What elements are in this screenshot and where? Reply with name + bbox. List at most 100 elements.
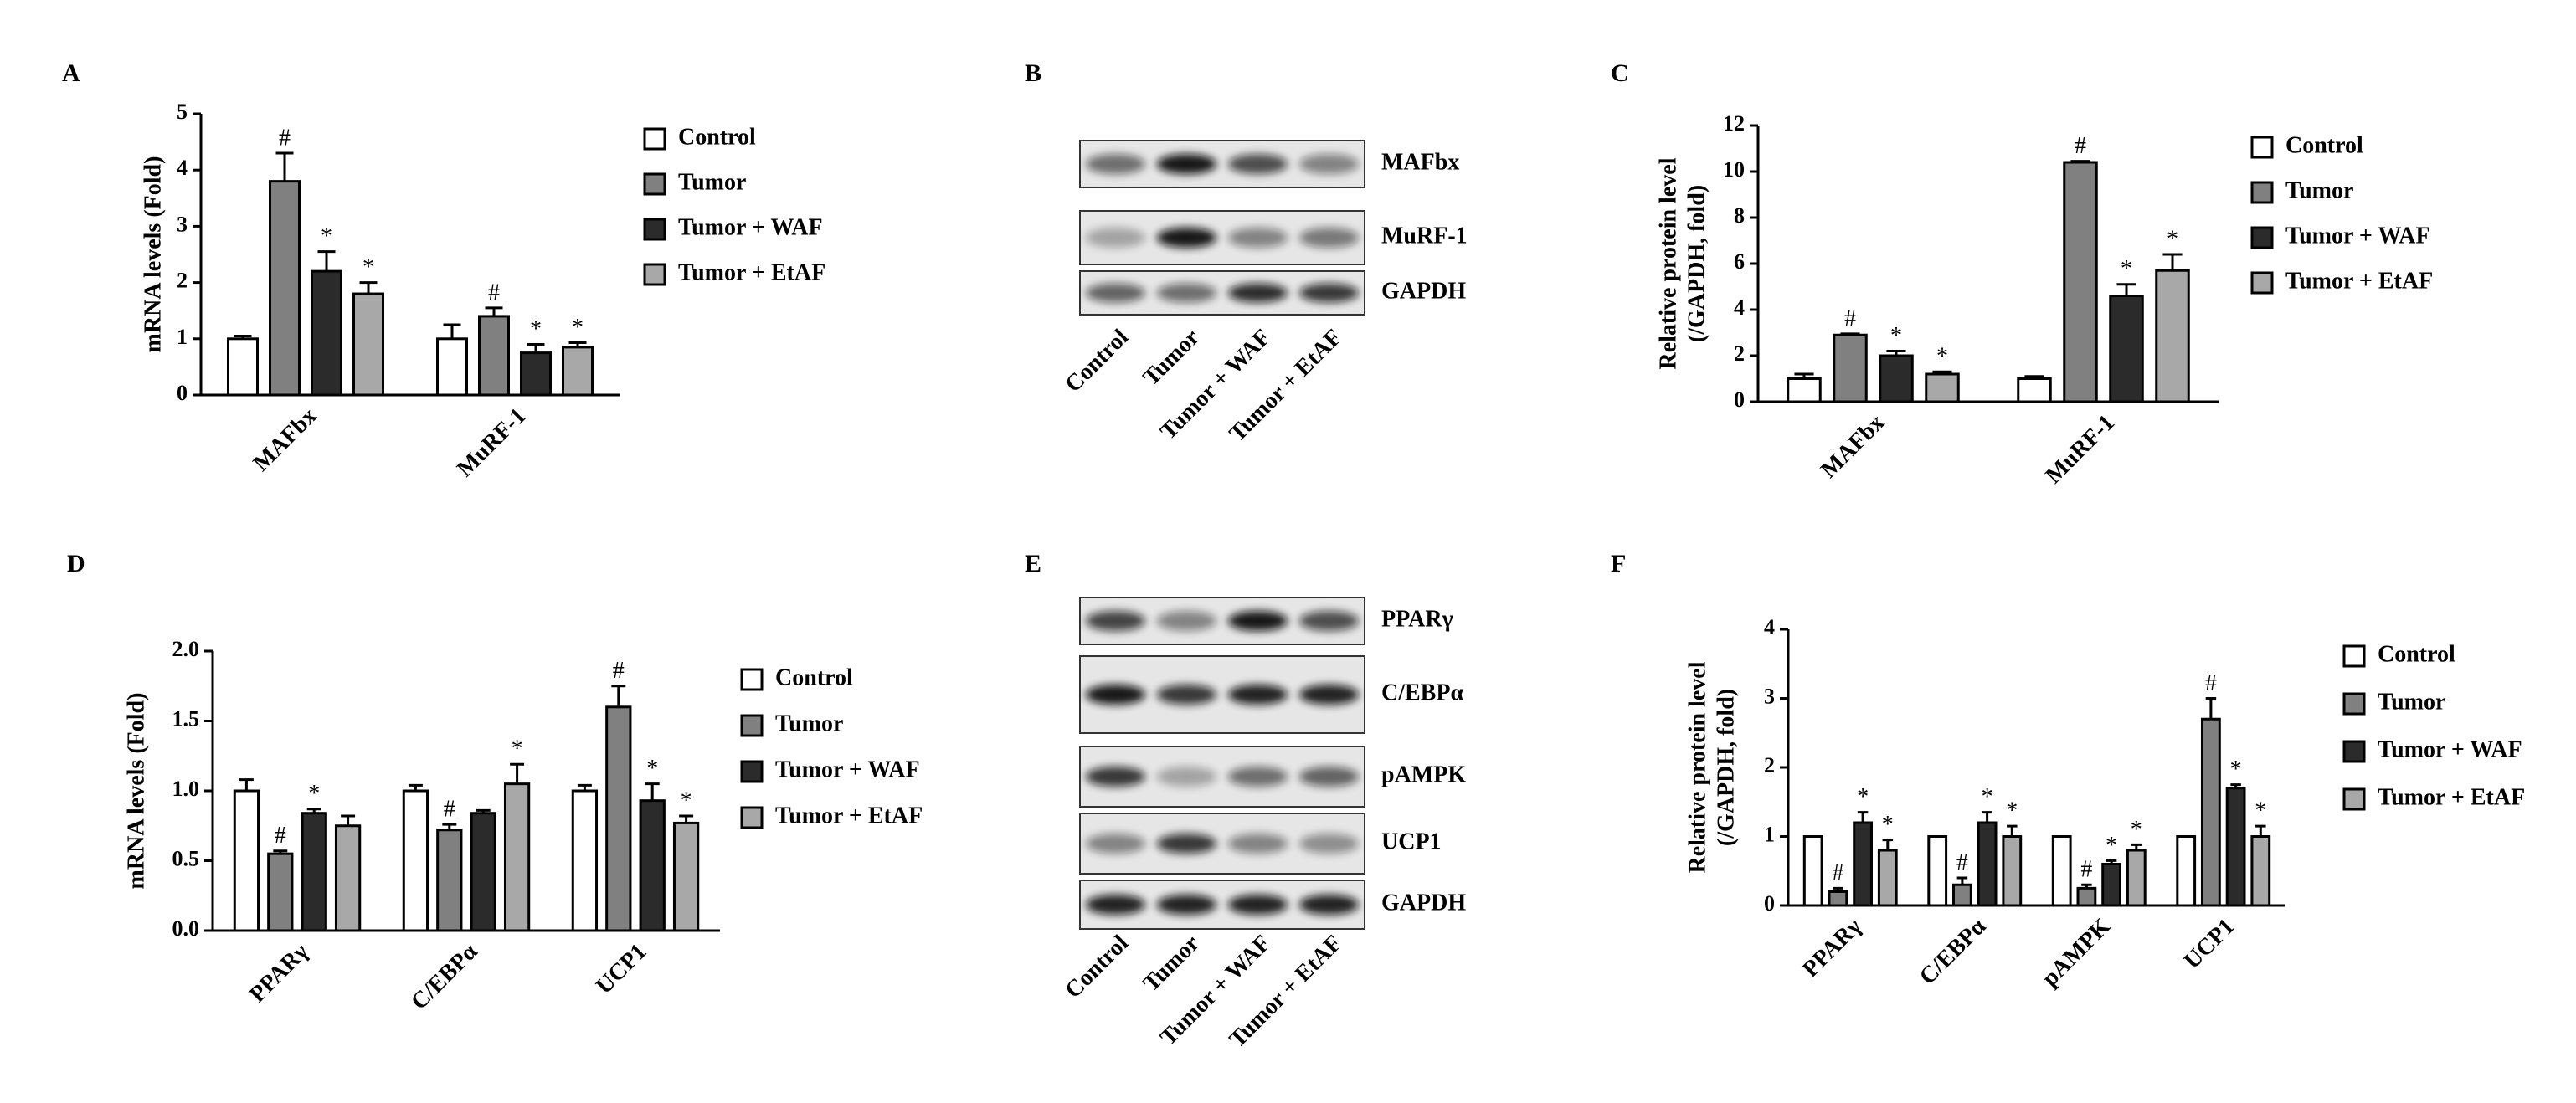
error-bar [1982,811,1992,823]
legend-label: Control [2378,641,2455,667]
y-tick-label: 1 [1764,822,1775,846]
y-tick-label: 1.5 [172,706,200,731]
y-tick-label: 6 [1734,249,1745,274]
significance-label: # [613,658,625,684]
error-bar [476,808,491,813]
significance-label: * [1936,344,1948,370]
y-tick-label: 4 [1734,295,1745,320]
bar [1787,377,1822,403]
blot-band [1298,767,1360,787]
bar [352,292,384,397]
significance-label: # [2075,133,2086,159]
y-tick-label: 10 [1723,157,1745,182]
protein-label: UCP1 [1381,829,1442,854]
bar [2126,849,2147,907]
legend-swatch [2250,271,2274,295]
protein-label: PPARγ [1381,606,1453,632]
blot-band [1298,283,1360,303]
bar [1828,890,1848,907]
legend-swatch [740,714,764,737]
legend-swatch [2342,740,2366,763]
legend-label: Control [2285,132,2363,158]
significance-label: # [2205,670,2217,696]
legend-label: Tumor + EtAF [775,803,923,829]
blot-band [1298,154,1360,174]
legend-label: Tumor + WAF [2378,736,2522,762]
protein-label: C/EBPα [1381,680,1463,705]
error-bar [273,849,288,854]
legend-swatch [2342,692,2366,716]
error-bar [408,783,423,791]
bar [2109,295,2144,403]
blot-band [1298,611,1360,631]
blot-band [1227,611,1288,631]
error-bar [359,281,378,295]
significance-label: * [2230,757,2242,782]
bar [520,351,552,397]
x-tick-label: UCP1 [2179,914,2240,975]
bar [1877,849,1898,907]
bar [605,705,632,932]
blot-band [1227,283,1288,303]
legend-label: Control [775,664,853,690]
lane-label: Control [1060,930,1134,1003]
blot-band [1298,685,1360,705]
bar [2225,787,2246,907]
error-bar [1794,372,1814,379]
error-bar [2081,883,2092,889]
x-tick-label: PPARγ [1797,914,1866,982]
blot-band [1085,685,1146,705]
error-bar [2230,783,2241,788]
legend-label: Tumor + EtAF [2285,268,2433,294]
y-axis-label: mRNA levels (Fold) [140,156,166,353]
error-bar [2162,253,2183,271]
bar [672,821,700,932]
significance-label: * [2121,256,2132,282]
error-bar [2007,824,2018,837]
y-tick-label: 2.0 [172,637,200,661]
legend-label: Tumor + WAF [2285,223,2430,249]
lane-label: Tumor [1138,325,1205,392]
bar [2101,863,2121,907]
legend-swatch [740,668,764,691]
blot-band [1156,895,1217,915]
panel-label: E [1025,550,1041,577]
error-bar [1840,332,1860,336]
error-bar [234,334,252,339]
error-bar [275,151,294,182]
legend-swatch [2250,226,2274,249]
bar [436,829,463,932]
y-tick-label: 12 [1723,111,1745,136]
significance-label: * [572,315,584,341]
panel-label: D [67,550,85,577]
blot-band [1298,895,1360,915]
bar [1925,372,1960,403]
legend-label: Tumor [775,711,843,736]
error-bar [2205,697,2217,720]
bar [436,337,468,397]
legend-swatch [2250,136,2274,159]
bar [2017,377,2052,403]
error-bar [2131,843,2142,850]
significance-label: * [512,736,523,762]
bar [2063,161,2098,403]
bar [1952,883,1972,907]
y-axis-label: Relative protein level [1655,157,1681,369]
blot-band [1085,154,1146,174]
lane-label: Tumor [1138,931,1205,998]
blot-band [1227,154,1288,174]
error-bar [679,814,694,823]
error-bar [568,341,587,347]
legend-label: Tumor + EtAF [678,259,825,285]
significance-label: * [1857,784,1869,810]
bar [233,789,260,932]
x-tick-label: C/EBPα [406,938,483,1015]
bar [269,180,301,397]
error-bar [442,823,457,830]
significance-label: * [2167,226,2178,252]
significance-label: # [279,125,291,151]
y-tick-label: 4 [1764,615,1775,639]
protein-label: pAMPK [1381,762,1466,787]
y-tick-label: 5 [177,100,188,124]
legend-swatch [2342,787,2366,811]
